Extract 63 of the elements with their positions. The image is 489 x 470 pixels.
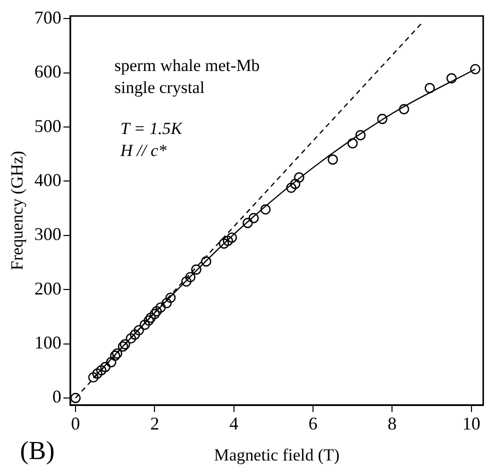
point bbox=[152, 306, 162, 316]
point bbox=[328, 154, 338, 165]
point bbox=[222, 236, 234, 246]
point bbox=[377, 114, 388, 124]
x-axis-title: Magnetic field (T) bbox=[214, 445, 340, 464]
point bbox=[134, 325, 144, 336]
point bbox=[260, 204, 271, 215]
x-tick-label: 6 bbox=[308, 414, 318, 434]
x-tick-label: 4 bbox=[229, 414, 238, 434]
y-tick-label: 200 bbox=[34, 278, 62, 298]
annotation: single crystal bbox=[114, 78, 205, 97]
point bbox=[165, 292, 176, 303]
point bbox=[201, 256, 212, 267]
y-tick-label: 400 bbox=[34, 170, 62, 190]
point bbox=[470, 64, 480, 74]
point bbox=[185, 272, 196, 282]
point bbox=[248, 212, 259, 224]
annotation: sperm whale met-Mb bbox=[114, 56, 260, 75]
point bbox=[144, 315, 154, 326]
annotation: H // c* bbox=[119, 141, 168, 160]
point bbox=[347, 138, 358, 148]
point bbox=[398, 104, 410, 114]
point bbox=[290, 178, 300, 190]
point bbox=[446, 73, 457, 84]
point bbox=[96, 365, 106, 376]
point bbox=[218, 238, 230, 249]
point bbox=[110, 350, 120, 361]
point bbox=[155, 302, 166, 313]
point bbox=[150, 308, 160, 320]
point bbox=[226, 232, 238, 243]
y-tick-label: 700 bbox=[34, 7, 62, 28]
x-tick-label: 10 bbox=[462, 414, 480, 434]
point bbox=[120, 339, 130, 350]
point bbox=[286, 182, 296, 193]
point bbox=[161, 298, 172, 308]
y-tick-label: 300 bbox=[34, 224, 62, 244]
point bbox=[355, 130, 366, 140]
point bbox=[181, 276, 192, 287]
text: (B) bbox=[20, 436, 55, 465]
point bbox=[146, 312, 156, 323]
point bbox=[112, 348, 122, 359]
point bbox=[126, 333, 136, 344]
point bbox=[70, 392, 81, 404]
x-tick-label: 8 bbox=[388, 414, 397, 434]
y-tick-label: 0 bbox=[52, 386, 62, 407]
point bbox=[106, 357, 116, 368]
y-tick-label: 100 bbox=[34, 332, 62, 353]
point bbox=[100, 362, 110, 372]
y-tick-label: 600 bbox=[34, 62, 62, 82]
point bbox=[294, 172, 304, 183]
point bbox=[88, 372, 99, 383]
point bbox=[92, 368, 102, 379]
point bbox=[242, 218, 253, 228]
point bbox=[130, 329, 140, 340]
point bbox=[424, 82, 435, 94]
point bbox=[191, 264, 202, 275]
point bbox=[118, 341, 128, 352]
y-axis-title: Frequency (GHz) bbox=[8, 150, 27, 270]
x-tick-label: 2 bbox=[150, 414, 160, 434]
annotation: T = 1.5K bbox=[120, 119, 184, 138]
x-tick-label: 0 bbox=[71, 414, 80, 434]
y-tick-label: 500 bbox=[34, 116, 62, 136]
point bbox=[140, 320, 150, 330]
